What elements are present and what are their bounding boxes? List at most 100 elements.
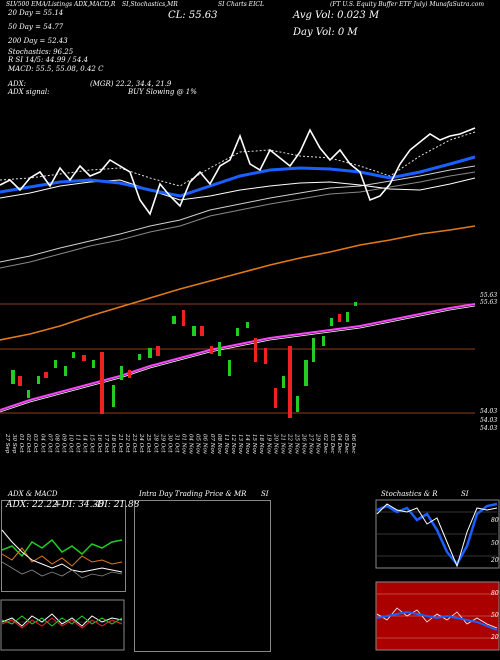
date-tick-label: 25 Oct (145, 433, 151, 453)
date-tick-label: 06 Nov (202, 434, 208, 455)
date-tick-label: 07 Nov (209, 434, 215, 455)
main-chart (0, 127, 476, 418)
day-volume: Day Vol: 0 M (293, 27, 358, 38)
intraday-si: SI (261, 490, 269, 498)
bb-magenta-line (0, 303, 476, 411)
date-tick-label: 29 Oct (159, 433, 165, 453)
adx-box (1, 500, 126, 592)
stoch-tick-80: 80 (491, 517, 499, 524)
stoch-tick-20: 20 (491, 557, 499, 564)
rsi-tick-50: 50 (491, 612, 499, 619)
date-tick-label: 08 Nov (216, 434, 222, 455)
plus-di-value: +DI: 34.38 (54, 500, 104, 510)
date-tick-label: 02 Oct (25, 434, 31, 453)
stoch-label: Stochastics: 96.25 (8, 48, 74, 56)
stoch-tick-50: 50 (491, 540, 499, 547)
date-tick-label: 26 Nov (301, 433, 307, 455)
date-tick-label: 29 Nov (315, 433, 321, 455)
date-tick-label: 30 Oct (166, 434, 172, 453)
date-tick-label: 02 Dec (322, 434, 328, 454)
date-tick-label: 23 Oct (131, 433, 137, 453)
close-price: CL: 55.63 (168, 10, 218, 21)
ema-band-lower-outer (0, 171, 476, 269)
date-tick-label: 15 Oct (89, 434, 95, 453)
stoch-si: SI (461, 490, 469, 498)
macd-label: MACD: 55.5, 55.08, 0.42 C (8, 65, 104, 73)
intraday-title: Intra Day Trading Price & MR (139, 490, 247, 498)
adx-signal-label: ADX signal: (8, 88, 50, 96)
date-tick-label: 27 Sep (4, 433, 10, 454)
price-label-bot2: 54.03 (480, 417, 498, 424)
price-label-top2: 55.63 (480, 299, 498, 306)
date-tick-label: 25 Nov (294, 433, 300, 455)
stochastics-panel: Stochastics & R SI 80 50 20 80 50 20 (375, 490, 500, 660)
ema-band-upper (0, 177, 476, 201)
header-top-left: SLV500 EMA/Listings ADX,MACD,R (6, 1, 116, 8)
adx-values: (MGR) 22.2, 34.4, 21.9 (90, 80, 172, 88)
date-tick-label: 19 Nov (265, 434, 271, 455)
date-tick-label: 11 Nov (223, 434, 229, 455)
date-tick-label: 05 Dec (343, 434, 349, 454)
minus-di-value: -DI: 21.88 (94, 500, 140, 510)
buy-signal: BUY Slowing @ 1% (128, 88, 197, 96)
date-tick-label: 05 Nov (195, 434, 201, 455)
ema-band-lower-inner (0, 165, 476, 263)
price-label-bot3: 54.03 (480, 425, 498, 432)
ema200-line (0, 225, 476, 341)
date-tick-label: 20 Nov (272, 433, 278, 455)
price-label-bot1: 54.03 (480, 408, 498, 415)
adx-value: ADX: 22.22 (6, 500, 58, 510)
stoch-lines (375, 499, 500, 651)
date-tick-label: 14 Nov (244, 434, 250, 455)
intraday-panel: Intra Day Trading Price & MR SI (125, 490, 375, 660)
ema20-line (0, 155, 476, 198)
candles (11, 302, 357, 418)
header-top-mid: SI,Stochastics,MR (122, 1, 178, 8)
date-tick-label: 21 Oct (117, 433, 123, 453)
date-tick-label: 22 Oct (124, 433, 130, 453)
stoch-title: Stochastics & R (381, 490, 438, 498)
date-tick-label: 17 Oct (103, 434, 109, 453)
ema20-label: 20 Day = 55.14 (8, 9, 64, 17)
price-line (0, 127, 476, 216)
intraday-box (134, 500, 271, 652)
date-tick-label: 08 Oct (53, 434, 59, 453)
date-tick-label: 15 Nov (251, 434, 257, 455)
date-tick-label: 03 Oct (32, 434, 38, 453)
header-top-mid2: SI Charts EICL (218, 1, 265, 8)
date-tick-label: 01 Oct (18, 434, 24, 453)
price-label-top1: 55.63 (480, 292, 498, 299)
adx-panel-title: ADX & MACD (8, 490, 58, 498)
ema200-label: 200 Day = 52.43 (8, 37, 68, 45)
date-axis: 27 Sep 30 Sep 01 Oct 02 Oct 03 Oct 04 Oct 07 O… (4, 433, 356, 455)
date-tick-label: 30 Sep (11, 434, 17, 454)
rsi-tick-80: 80 (491, 590, 499, 597)
avg-volume: Avg Vol: 0.023 M (293, 10, 380, 21)
date-tick-label: 07 Oct (46, 434, 52, 453)
ema50-dotted (0, 131, 476, 187)
date-tick-label: 11 Oct (75, 434, 81, 453)
bb-white-line (0, 305, 476, 413)
adx-lines (0, 529, 125, 651)
rsi-label: R SI 14/5: 44.99 / 54.4 (8, 56, 89, 64)
rsi-tick-20: 20 (491, 634, 499, 641)
date-tick-label: 24 Oct (138, 433, 144, 453)
date-tick-label: 22 Nov (286, 433, 292, 455)
date-tick-label: 06 Dec (350, 434, 356, 454)
date-tick-label: 27 Nov (308, 433, 314, 455)
date-tick-label: 21 Nov (279, 433, 285, 455)
date-tick-label: 16 Oct (96, 434, 102, 453)
date-tick-label: 14 Oct (82, 434, 88, 453)
date-tick-label: 18 Oct (110, 434, 116, 453)
date-tick-label: 18 Nov (258, 434, 264, 455)
date-tick-label: 01 Nov (181, 434, 187, 455)
date-tick-label: 04 Dec (336, 434, 342, 454)
date-tick-label: 04 Oct (39, 434, 45, 453)
header-top-right: (FT U.S. Equity Buffer ETF July) MunafaS… (330, 1, 485, 8)
date-tick-label: 09 Oct (60, 434, 66, 453)
ema50-label: 50 Day = 54.77 (8, 23, 64, 31)
date-tick-label: 10 Oct (68, 434, 74, 453)
adx-macd-panel: ADX & MACD ADX: 22.22 +DI: 34.38 -DI: 21… (0, 490, 139, 660)
date-tick-label: 12 Nov (230, 434, 236, 455)
adx-label: ADX: (8, 80, 27, 88)
